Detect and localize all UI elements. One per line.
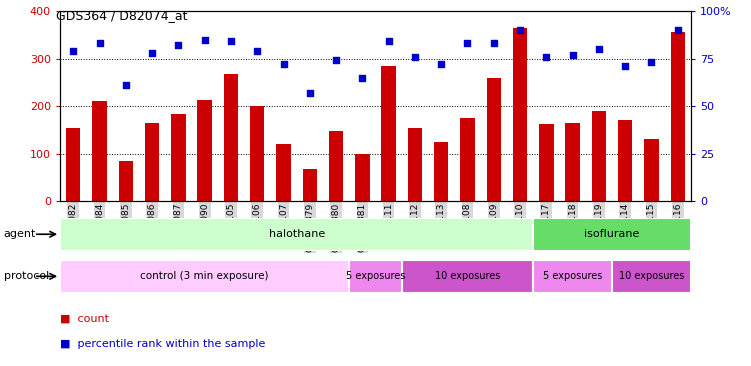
Point [488, 40, 500, 46]
Bar [303, 169, 317, 201]
Bar [513, 28, 527, 201]
Point [120, 82, 132, 88]
Bar [382, 66, 396, 201]
Bar [612, 260, 691, 293]
Bar [276, 144, 291, 201]
Point [251, 48, 263, 54]
Bar [402, 260, 533, 293]
Bar [224, 74, 238, 201]
Point [303, 90, 316, 96]
Point [330, 57, 342, 63]
Point [278, 61, 290, 67]
Bar [329, 131, 343, 201]
Text: 5 exposures: 5 exposures [345, 271, 406, 281]
Point [436, 61, 448, 67]
Point [461, 40, 473, 46]
Point [68, 48, 80, 54]
Bar [92, 101, 107, 201]
Point [567, 52, 579, 58]
Bar [644, 139, 659, 201]
Bar [355, 154, 369, 201]
Point [93, 40, 105, 46]
Text: 5 exposures: 5 exposures [543, 271, 602, 281]
Bar [592, 111, 606, 201]
Bar [618, 120, 632, 201]
Bar [408, 128, 422, 201]
Point [383, 38, 395, 44]
Text: control (3 min exposure): control (3 min exposure) [140, 271, 269, 281]
Bar [60, 218, 533, 251]
Text: 10 exposures: 10 exposures [435, 271, 500, 281]
Bar [460, 118, 475, 201]
Text: isoflurane: isoflurane [584, 229, 640, 239]
Bar [119, 161, 133, 201]
Bar [533, 218, 691, 251]
Text: ■  count: ■ count [60, 313, 109, 324]
Bar [250, 106, 264, 201]
Bar [349, 260, 402, 293]
Bar [60, 260, 349, 293]
Bar [539, 124, 553, 201]
Text: protocol: protocol [4, 271, 49, 281]
Point [541, 54, 553, 60]
Text: 10 exposures: 10 exposures [619, 271, 684, 281]
Point [514, 27, 526, 33]
Bar [566, 123, 580, 201]
Point [645, 59, 658, 65]
Bar [171, 114, 185, 201]
Point [593, 46, 605, 52]
Bar [533, 260, 612, 293]
Text: GDS364 / D82074_at: GDS364 / D82074_at [56, 9, 188, 22]
Text: agent: agent [4, 229, 36, 239]
Bar [671, 33, 685, 201]
Point [225, 38, 237, 44]
Point [409, 54, 421, 60]
Bar [487, 78, 501, 201]
Point [173, 42, 185, 48]
Point [619, 63, 631, 69]
Point [198, 37, 210, 42]
Point [671, 27, 683, 33]
Bar [145, 123, 159, 201]
Bar [434, 142, 448, 201]
Bar [198, 100, 212, 201]
Point [146, 50, 158, 56]
Text: halothane: halothane [269, 229, 324, 239]
Text: ■  percentile rank within the sample: ■ percentile rank within the sample [60, 339, 265, 349]
Bar [66, 128, 80, 201]
Point [356, 75, 368, 81]
